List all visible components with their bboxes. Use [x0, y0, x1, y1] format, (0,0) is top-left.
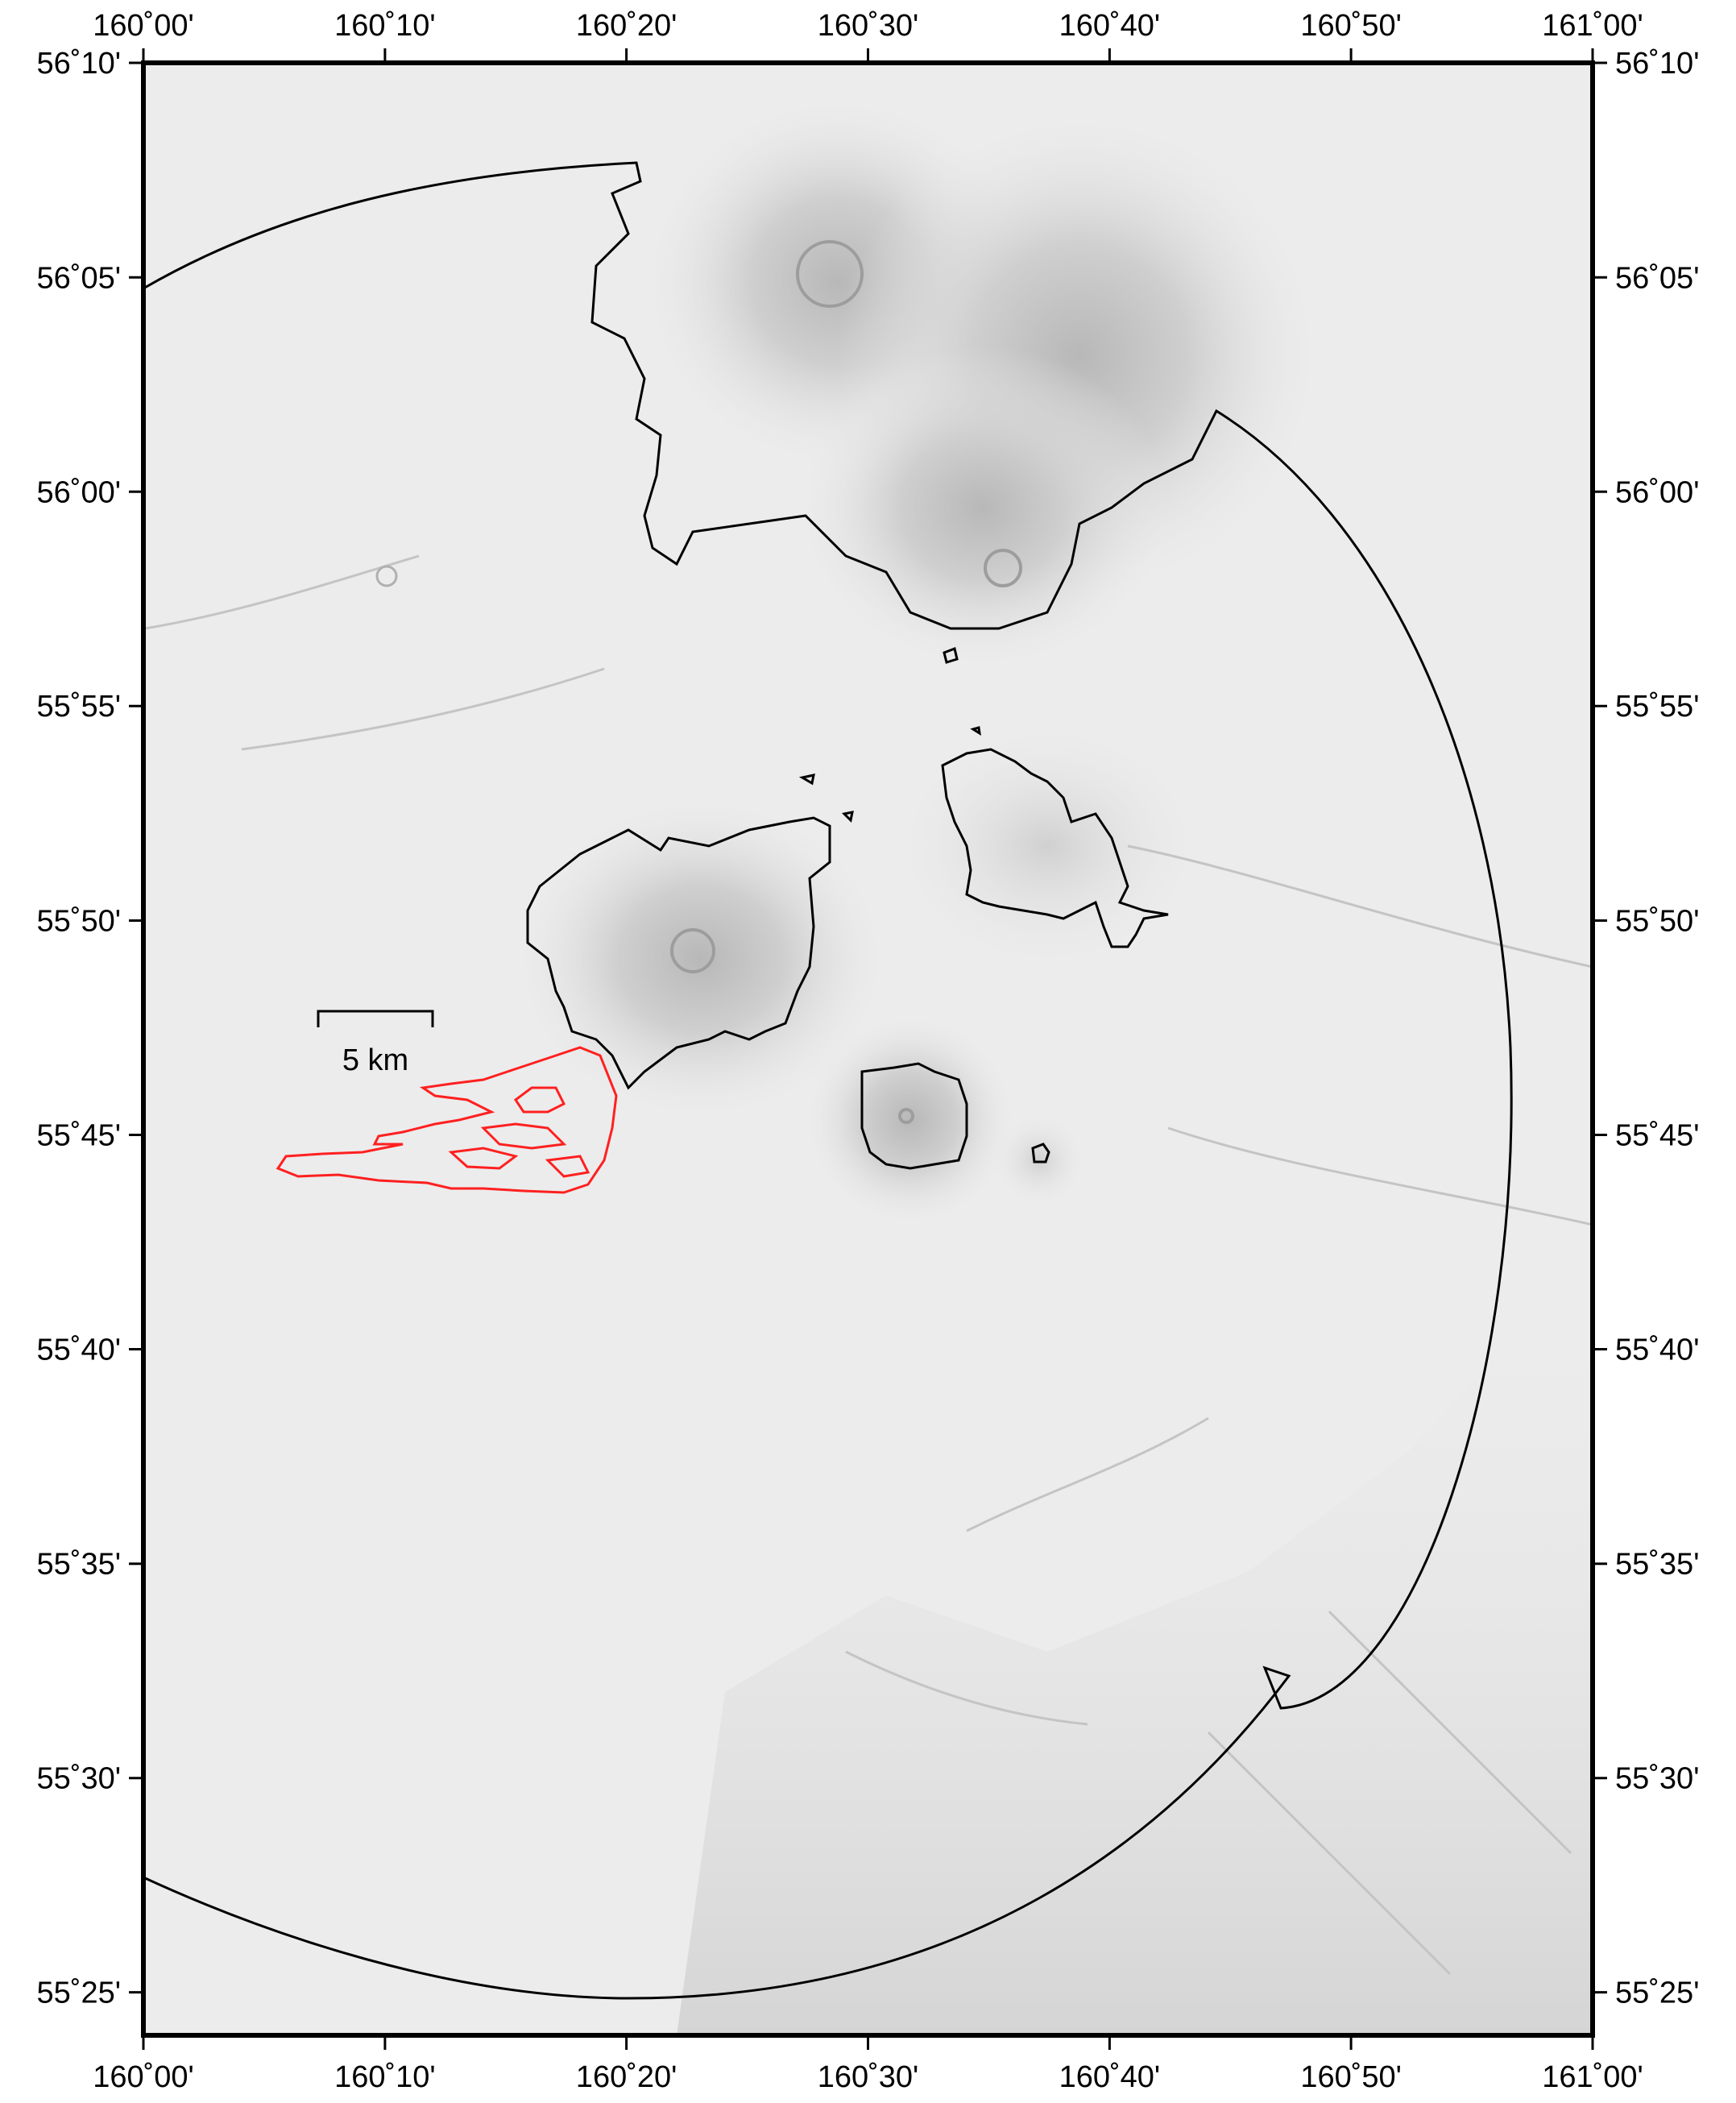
right-lat-label-9: 55˚25': [1615, 1976, 1699, 2010]
right-lat-label-5: 55˚45': [1615, 1118, 1699, 1152]
bottom-lon-label-0: 160˚00': [93, 2060, 194, 2094]
right-lat-label-6: 55˚40': [1615, 1333, 1699, 1367]
scale-bar-label: 5 km: [342, 1043, 408, 1077]
study-area-boundary: [143, 161, 1513, 2000]
bottom-lon-label-4: 160˚40': [1059, 2060, 1161, 2094]
left-lat-label-7: 55˚35': [37, 1548, 121, 1582]
lava-flow-main: [276, 1046, 618, 1194]
left-lat-label-9: 55˚25': [37, 1976, 121, 2010]
latitude-ticks: 56˚10' 56˚10' 56˚05' 56˚05' 56˚00' 56˚00' 55˚5…: [37, 47, 1700, 2010]
left-lat-label-8: 55˚30': [37, 1762, 121, 1796]
bottom-lon-label-3: 160˚30': [818, 2060, 919, 2094]
south-cone-boundary: [860, 1062, 968, 1170]
top-lon-label-3: 160˚30': [818, 9, 919, 43]
right-lat-label-0: 56˚10': [1615, 47, 1699, 81]
top-lon-label-4: 160˚40': [1059, 9, 1161, 43]
right-lat-label-2: 56˚00': [1615, 475, 1699, 509]
top-lon-label-5: 160˚50': [1300, 9, 1402, 43]
right-lat-label-8: 55˚30': [1615, 1762, 1699, 1796]
scale-bar: 5 km: [317, 1010, 434, 1077]
left-lat-label-5: 55˚45': [37, 1118, 121, 1152]
longitude-ticks: 160˚00' 160˚00' 160˚10' 160˚10' 160˚20' 160˚2…: [93, 9, 1643, 2094]
bottom-lon-label-6: 161˚00': [1542, 2060, 1643, 2094]
right-lat-label-1: 56˚05': [1615, 261, 1699, 295]
bottom-lon-label-2: 160˚20': [576, 2060, 677, 2094]
left-lat-label-1: 56˚05': [37, 261, 121, 295]
right-lat-label-4: 55˚50': [1615, 905, 1699, 939]
top-lon-label-6: 161˚00': [1542, 9, 1643, 43]
top-lon-label-0: 160˚00': [93, 9, 194, 43]
top-lon-label-2: 160˚20': [576, 9, 677, 43]
left-lat-label-0: 56˚10': [37, 47, 121, 81]
left-lat-label-3: 55˚55': [37, 690, 121, 724]
small-cone-boundary: [1031, 1143, 1050, 1163]
shaded-relief: [143, 63, 1593, 2035]
right-lat-label-7: 55˚35': [1615, 1548, 1699, 1582]
left-lat-label-4: 55˚50': [37, 905, 121, 939]
outer-arc-boundary: [143, 161, 1513, 2000]
bottom-lon-label-1: 160˚10': [334, 2060, 436, 2094]
scale-bar-line: [317, 1010, 434, 1027]
top-lon-label-1: 160˚10': [334, 9, 436, 43]
left-lat-label-6: 55˚40': [37, 1333, 121, 1367]
right-lat-label-3: 55˚55': [1615, 690, 1699, 724]
bottom-lon-label-5: 160˚50': [1300, 2060, 1402, 2094]
lava-flow-outline: [276, 1046, 618, 1194]
east-massif-boundary: [941, 748, 1169, 948]
central-volcano-boundary: [526, 816, 831, 1090]
left-lat-label-2: 56˚00': [37, 475, 121, 509]
